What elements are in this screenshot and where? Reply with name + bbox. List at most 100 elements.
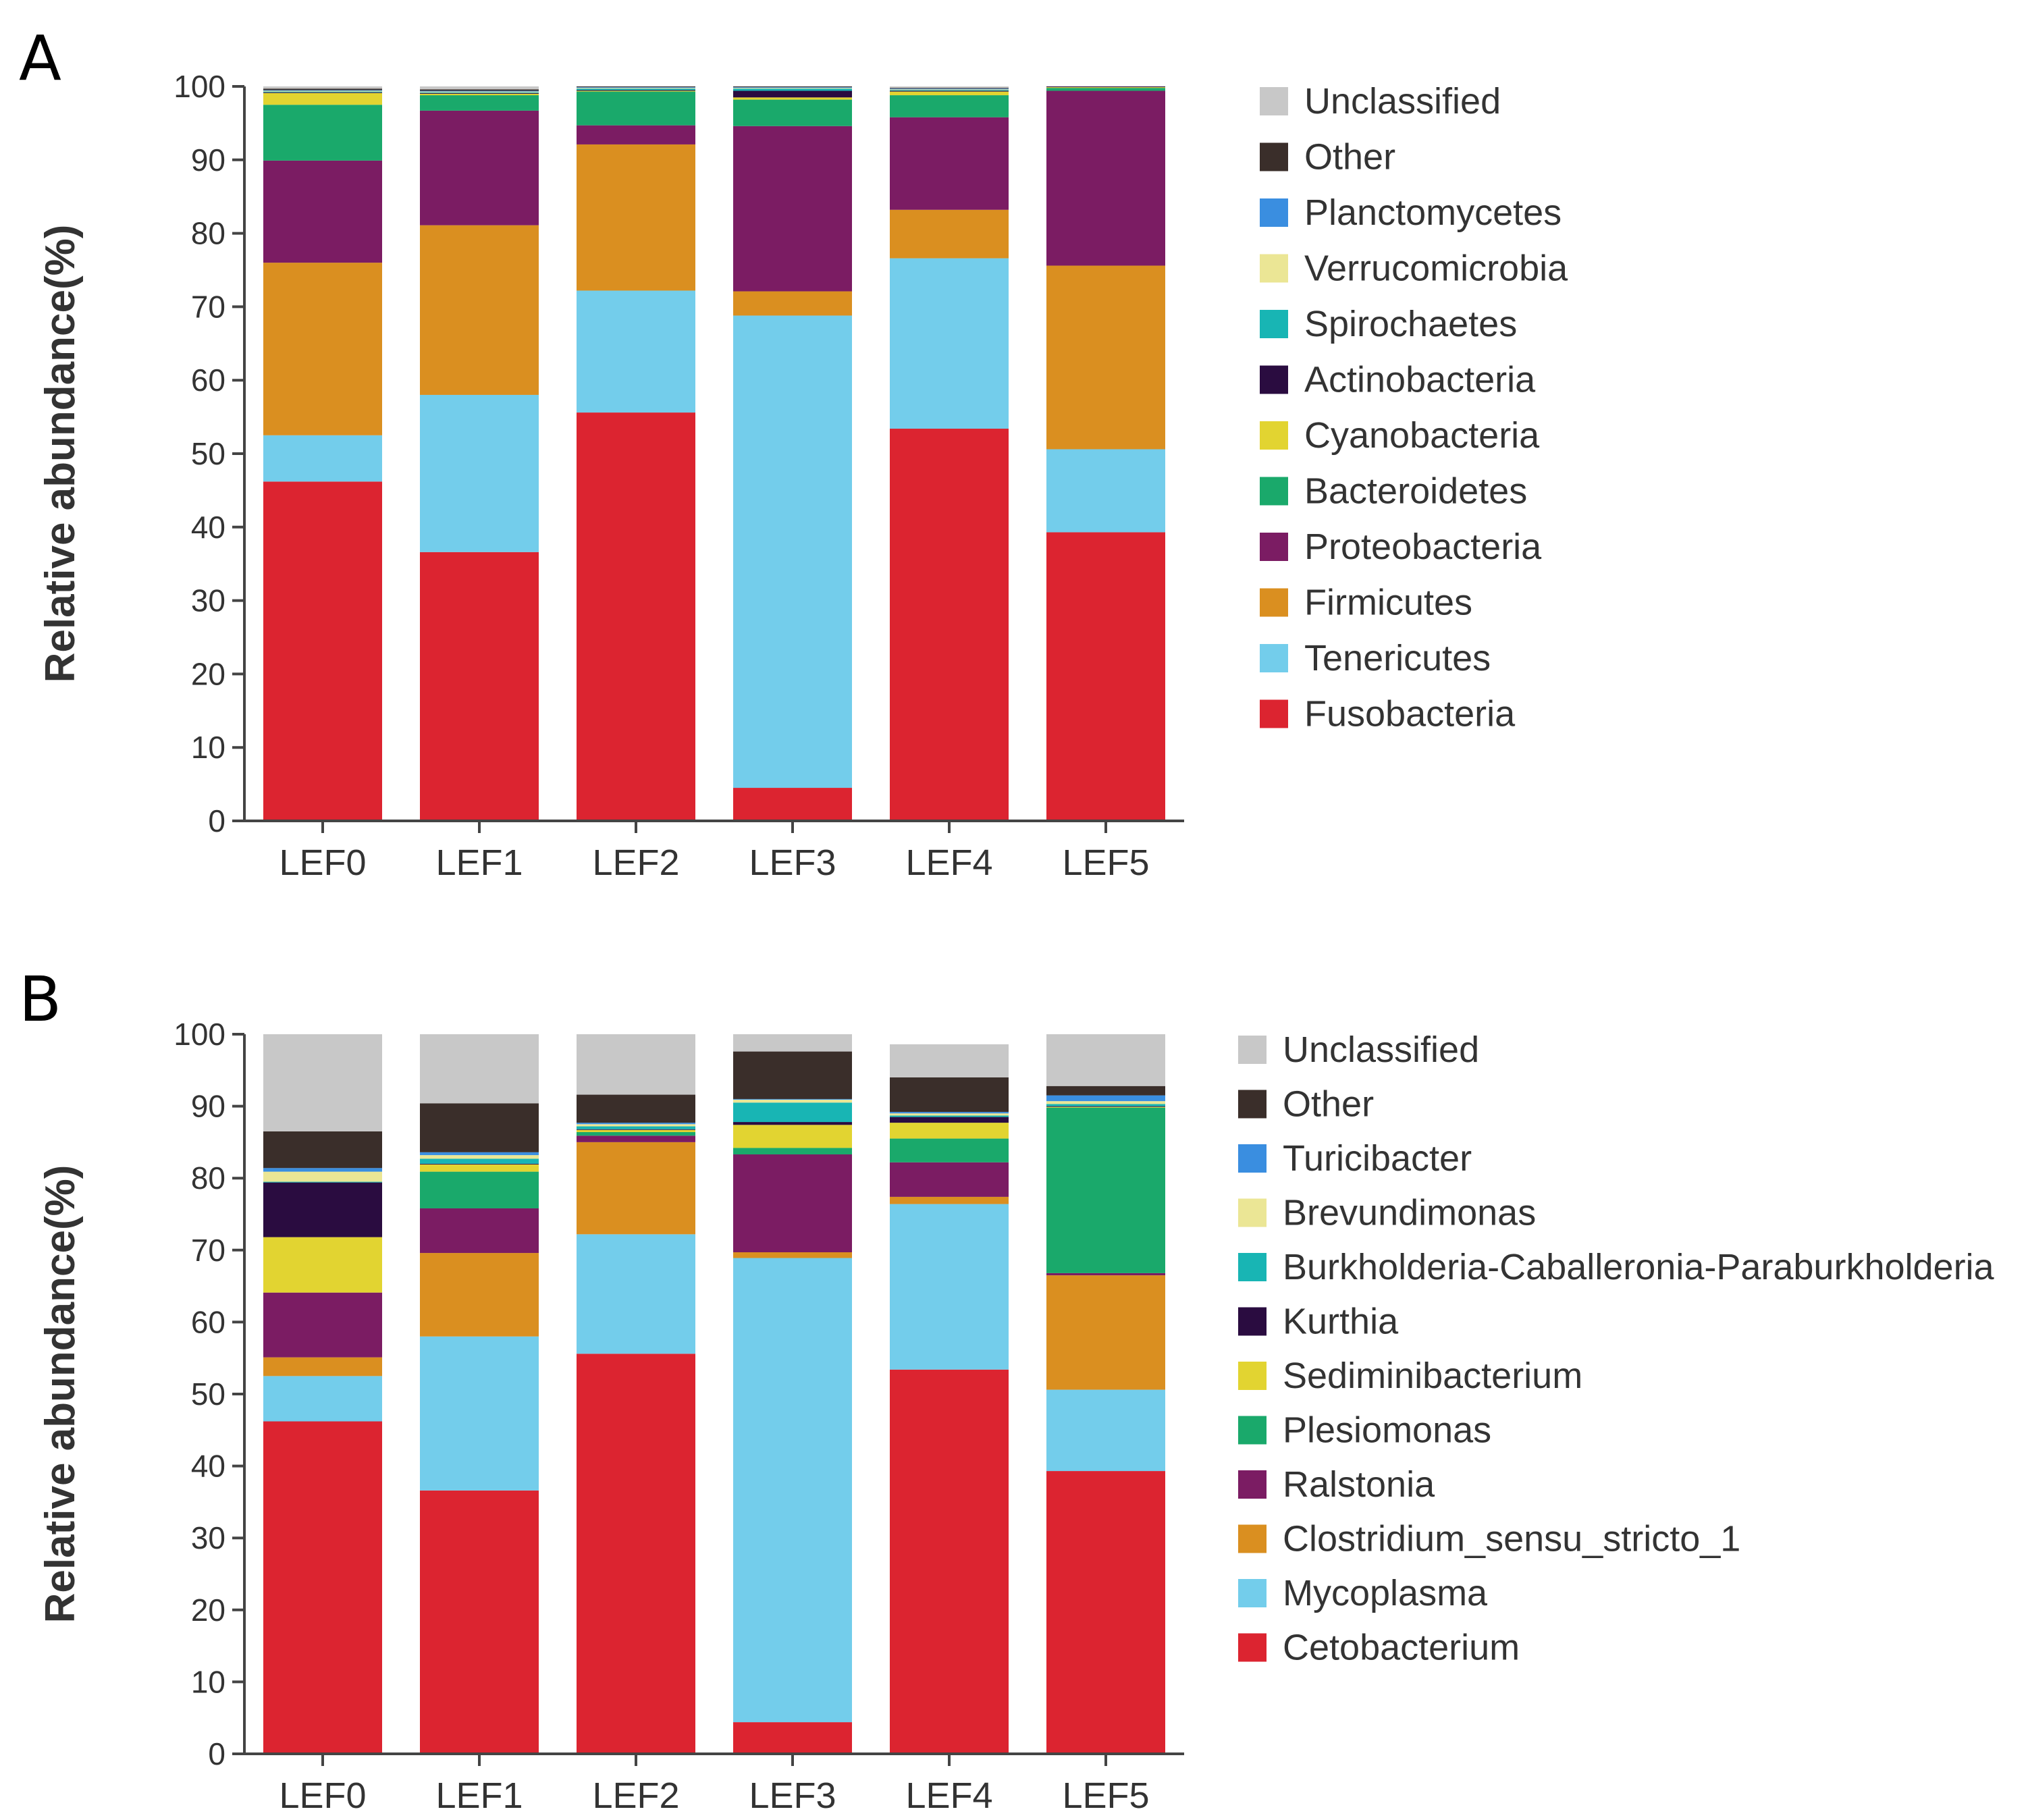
legend-label-firmicutes: Firmicutes: [1304, 583, 1472, 623]
bar-segment-lef5-sediminibacterium: [1046, 1106, 1165, 1108]
bar-segment-lef1-other: [420, 1103, 539, 1152]
bar-segment-lef1-actinobacteria: [420, 92, 539, 94]
y-tick-label: 10: [191, 1664, 225, 1699]
legend-label-cetobacterium: Cetobacterium: [1283, 1628, 1520, 1668]
bar-segment-lef0-unclassified: [263, 1034, 382, 1131]
legend-swatch-planctomycetes: [1260, 198, 1288, 227]
legend-swatch-turicibacter: [1238, 1144, 1267, 1173]
y-tick-label: 90: [191, 142, 225, 178]
x-tick-label-lef4: LEF4: [905, 1775, 992, 1816]
y-tick-label: 20: [191, 656, 225, 691]
legend-label-clostridium-sensu-stricto-1: Clostridium_sensu_stricto_1: [1283, 1519, 1740, 1559]
y-tick-label: 50: [191, 1376, 225, 1412]
legend-label-tenericutes: Tenericutes: [1304, 638, 1491, 678]
bar-segment-lef5-turicibacter: [1046, 1095, 1165, 1102]
bar-segment-lef1-kurthia: [420, 1163, 539, 1165]
bar-segment-lef3-other: [733, 86, 852, 88]
bar-segment-lef0-ralstonia: [263, 1292, 382, 1358]
chart-panel-b: 0 10 20 30 40 50 60 70 80 90 100 LEF0 LEF1 LEF2 LEF3 LE…: [37, 1017, 1995, 1816]
x-tick-label-lef5: LEF5: [1062, 1775, 1149, 1816]
bar-segment-lef5-cetobacterium: [1046, 1471, 1165, 1754]
bar-segment-lef2-other: [577, 86, 695, 88]
legend-swatch-cetobacterium: [1238, 1633, 1267, 1662]
bar-segment-lef4-sediminibacterium: [890, 1123, 1009, 1139]
legend-swatch-actinobacteria: [1260, 365, 1288, 394]
x-tick-label-lef5: LEF5: [1062, 842, 1149, 883]
y-tick-label: 90: [191, 1089, 225, 1124]
bar-segment-lef4-clostridium-sensu-stricto-1: [890, 1196, 1009, 1204]
bar-segment-lef3-spirochaetes: [733, 88, 852, 91]
bar-segment-lef5-burkholderia-caballeronia-paraburkholderia: [1046, 1104, 1165, 1106]
bar-segment-lef2-sediminibacterium: [577, 1129, 695, 1132]
bar-segment-lef5-ralstonia: [1046, 1273, 1165, 1276]
bar-segment-lef2-spirochaetes: [577, 88, 695, 90]
bar-segment-lef0-proteobacteria: [263, 160, 382, 263]
legend-label-sediminibacterium: Sediminibacterium: [1283, 1356, 1582, 1396]
bar-segment-lef2-bacteroidetes: [577, 91, 695, 126]
bar-segment-lef1-firmicutes: [420, 225, 539, 395]
legend-swatch-unclassified: [1260, 87, 1288, 115]
bar-segment-lef3-fusobacteria: [733, 788, 852, 821]
bar-segment-lef1-unclassified: [420, 1034, 539, 1104]
bar-segment-lef0-verrucomicrobia: [263, 90, 382, 92]
bar-segment-lef4-plesiomonas: [890, 1138, 1009, 1162]
bar-segment-lef2-cyanobacteria: [577, 90, 695, 92]
bar-segment-lef2-turicibacter: [577, 1123, 695, 1125]
legend-swatch-burkholderia-caballeronia-paraburkholderia: [1238, 1253, 1267, 1281]
bar-segment-lef0-other: [263, 88, 382, 90]
y-axis-title: Relative abundance(%): [37, 1165, 84, 1624]
y-tick-label: 30: [191, 1520, 225, 1555]
legend-swatch-unclassified: [1238, 1036, 1267, 1064]
bar-segment-lef4-cyanobacteria: [890, 91, 1009, 96]
bar-segment-lef2-plesiomonas: [577, 1131, 695, 1136]
bar-segment-lef1-plesiomonas: [420, 1171, 539, 1208]
x-tick-label-lef1: LEF1: [435, 1775, 523, 1816]
bar-segment-lef4-kurthia: [890, 1117, 1009, 1123]
y-tick-label: 60: [191, 363, 225, 398]
y-tick-label: 100: [174, 69, 225, 104]
y-tick-label: 20: [191, 1593, 225, 1628]
legend-label-unclassified: Unclassified: [1283, 1029, 1479, 1070]
bar-segment-lef5-kurthia: [1046, 1106, 1165, 1107]
legend-label-mycoplasma: Mycoplasma: [1283, 1573, 1488, 1613]
bar-segment-lef2-kurthia: [577, 1129, 695, 1130]
bar-segment-lef0-bacteroidetes: [263, 105, 382, 161]
bar-segment-lef4-proteobacteria: [890, 117, 1009, 210]
bar-segment-lef2-proteobacteria: [577, 125, 695, 144]
bar-segment-lef3-planctomycetes: [733, 87, 852, 88]
bar-segment-lef5-unclassified: [1046, 1034, 1165, 1086]
bar-segment-lef0-cetobacterium: [263, 1421, 382, 1754]
legend-label-turicibacter: Turicibacter: [1283, 1138, 1472, 1179]
legend-label-kurthia: Kurthia: [1283, 1302, 1399, 1342]
bar-segment-lef5-proteobacteria: [1046, 90, 1165, 266]
bar-segment-lef4-actinobacteria: [890, 90, 1009, 92]
bar-segment-lef3-cyanobacteria: [733, 97, 852, 100]
x-tick-label-lef3: LEF3: [749, 1775, 836, 1816]
legend-label-brevundimonas: Brevundimonas: [1283, 1193, 1536, 1233]
bar-segment-lef2-ralstonia: [577, 1135, 695, 1142]
bar-segment-lef2-brevundimonas: [577, 1124, 695, 1127]
bar-segment-lef0-firmicutes: [263, 263, 382, 435]
bar-segment-lef0-sediminibacterium: [263, 1237, 382, 1293]
bar-segment-lef2-other: [577, 1094, 695, 1123]
legend-swatch-fusobacteria: [1260, 699, 1288, 728]
legend-swatch-ralstonia: [1238, 1470, 1267, 1499]
bar-segment-lef5-brevundimonas: [1046, 1101, 1165, 1104]
y-tick-label: 0: [208, 803, 225, 838]
legend-label-unclassified: Unclassified: [1304, 81, 1501, 122]
bar-segment-lef1-proteobacteria: [420, 110, 539, 225]
bar-segment-lef3-plesiomonas: [733, 1148, 852, 1155]
bar-segment-lef2-firmicutes: [577, 144, 695, 291]
bar-segment-lef3-brevundimonas: [733, 1100, 852, 1103]
legend-swatch-firmicutes: [1260, 588, 1288, 617]
bar-segment-lef5-fusobacteria: [1046, 532, 1165, 821]
legend-swatch-cyanobacteria: [1260, 421, 1288, 450]
y-tick-label: 10: [191, 730, 225, 765]
x-tick-label-lef0: LEF0: [279, 1775, 366, 1816]
bar-segment-lef1-ralstonia: [420, 1208, 539, 1254]
bar-segment-lef4-bacteroidetes: [890, 95, 1009, 117]
legend-label-fusobacteria: Fusobacteria: [1304, 694, 1516, 734]
bar-segment-lef3-proteobacteria: [733, 126, 852, 292]
bar-segment-lef0-clostridium-sensu-stricto-1: [263, 1357, 382, 1376]
y-tick-label: 100: [174, 1017, 225, 1052]
